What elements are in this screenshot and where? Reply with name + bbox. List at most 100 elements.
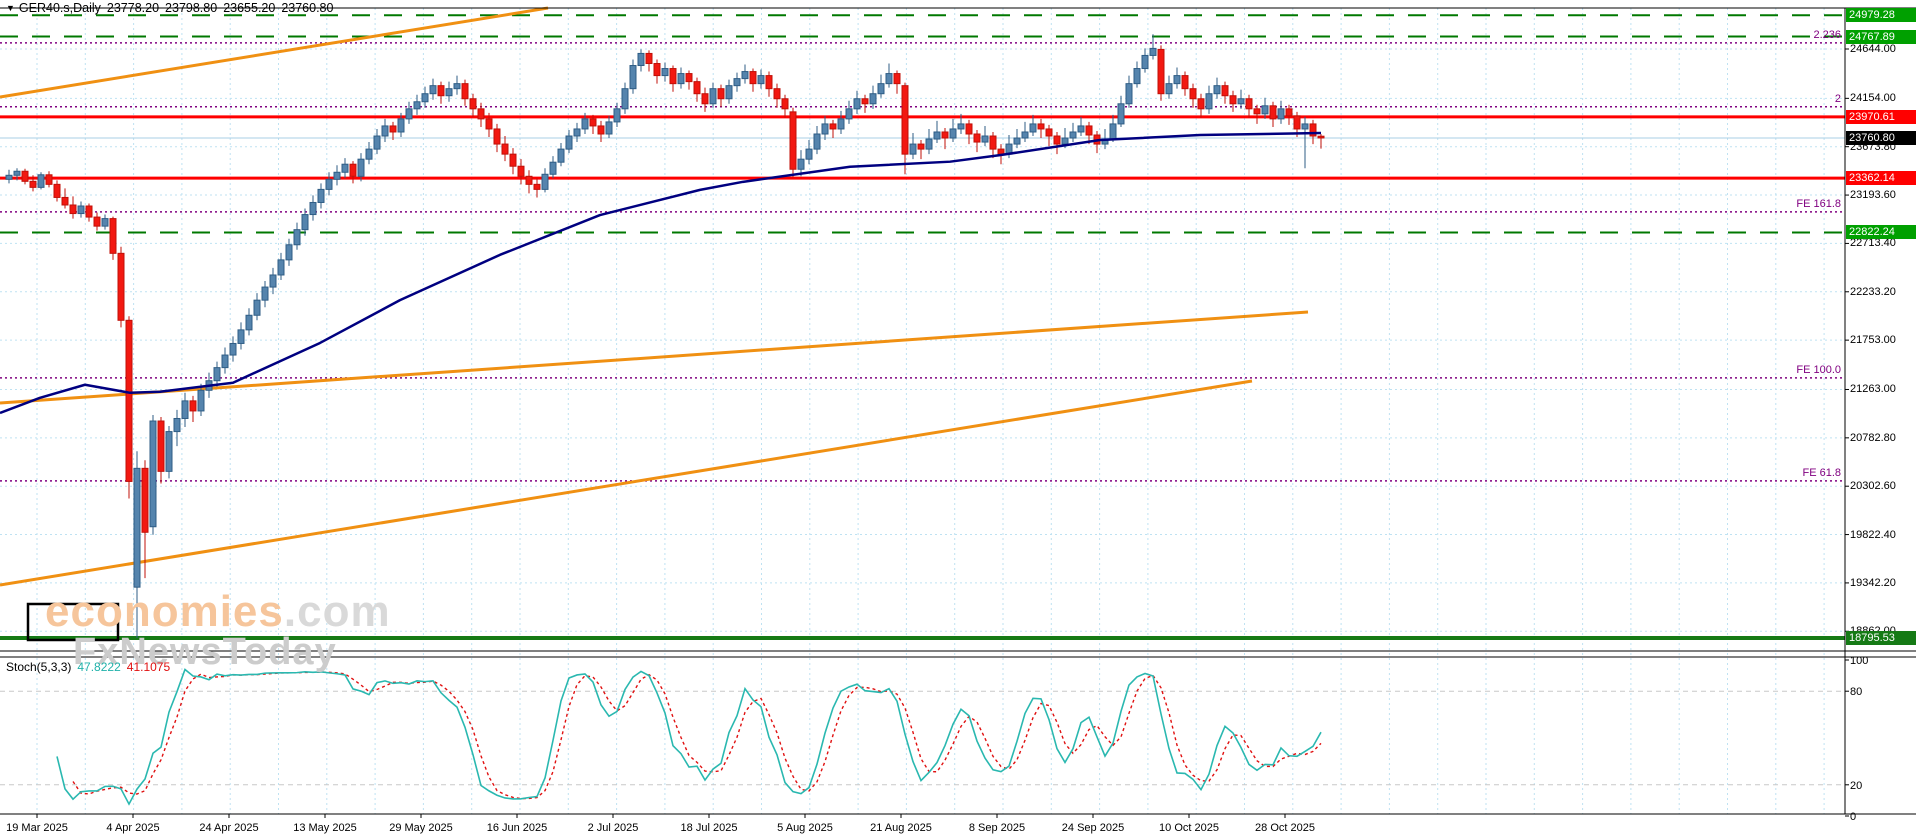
ohlc-high: 23798.80 [165, 1, 218, 15]
bull-candle [213, 367, 221, 382]
bear-candle [1245, 98, 1253, 110]
bull-candle [133, 467, 141, 588]
orange-trendline[interactable] [0, 310, 1309, 405]
bull-candle [933, 131, 941, 140]
symbol-period-label: GER40.s,Daily [18, 1, 101, 15]
bear-candle [989, 135, 997, 150]
bull-candle [37, 174, 45, 188]
bull-candle [1261, 105, 1269, 115]
bull-candle [677, 73, 685, 85]
price-axis-label: 24644.00 [1850, 43, 1896, 55]
price-badge-support-green: 22822.24 [1846, 225, 1916, 240]
date-axis-label: 13 May 2025 [293, 822, 357, 834]
symbol-marker-icon[interactable]: ▼ [6, 3, 15, 13]
bull-candle [709, 88, 717, 105]
bear-candle [917, 143, 925, 150]
bear-candle [29, 180, 37, 188]
bull-candle [1173, 75, 1181, 85]
bear-candle [1037, 123, 1045, 130]
bull-candle [237, 329, 245, 344]
bear-candle [1253, 108, 1261, 115]
bear-candle [461, 83, 469, 100]
price-badge-resistance-red: 23970.61 [1846, 109, 1916, 124]
bear-candle [469, 98, 477, 110]
bull-candle [373, 135, 381, 150]
bear-candle [125, 319, 133, 482]
bull-candle [1117, 103, 1125, 125]
bull-candle [557, 148, 565, 163]
bull-candle [549, 161, 557, 175]
orange-trendline[interactable] [0, 379, 1253, 587]
stochastic-d-value: 41.1075 [126, 660, 171, 674]
bull-candle [285, 244, 293, 261]
bull-candle [821, 123, 829, 135]
ohlc-close: 23760.80 [281, 1, 334, 15]
price-badge-support-red: 23362.14 [1846, 171, 1916, 186]
bull-candle [853, 98, 861, 110]
rectangle-object[interactable] [26, 602, 120, 642]
candles-layer [5, 34, 1325, 639]
bull-candle [1125, 83, 1133, 105]
bear-candle [485, 118, 493, 130]
bull-candle [925, 138, 933, 150]
fib-annotation-label: FE 100.0 [1796, 363, 1841, 376]
bear-candle [765, 75, 773, 90]
fib-annotation-label: 2 [1834, 92, 1841, 105]
price-badge-current-price: 23760.80 [1846, 130, 1916, 145]
stoch-axis-label: 80 [1850, 686, 1863, 699]
bear-candle [893, 73, 901, 85]
bear-candle [437, 85, 445, 97]
bull-candle [813, 133, 821, 150]
bull-candle [5, 174, 13, 180]
bear-candle [1189, 88, 1197, 100]
price-axis-label: 21263.00 [1850, 383, 1896, 396]
bear-candle [1317, 135, 1325, 139]
bear-candle [645, 52, 653, 65]
bear-candle [1053, 135, 1061, 145]
bear-candle [69, 204, 77, 215]
bull-candle [365, 148, 373, 160]
bull-candle [301, 214, 309, 231]
bear-candle [693, 81, 701, 95]
bull-candle [1069, 131, 1077, 139]
bull-candle [261, 286, 269, 301]
date-axis-label: 16 Jun 2025 [486, 822, 548, 834]
bull-candle [357, 158, 365, 177]
bear-candle [1221, 85, 1229, 97]
fib-annotation-label: 2.236 [1813, 28, 1841, 41]
price-axis-label: 23193.60 [1850, 189, 1896, 202]
bull-candle [1165, 83, 1173, 95]
orange-trendline[interactable] [0, 6, 549, 99]
bear-candle [533, 183, 541, 190]
moving-average-line[interactable] [0, 131, 1322, 415]
bull-candle [981, 135, 989, 143]
bull-candle [333, 171, 341, 180]
date-axis-label: 21 Aug 2025 [870, 822, 932, 834]
bull-candle [253, 299, 261, 316]
bear-candle [117, 252, 125, 321]
bull-candle [1149, 47, 1157, 56]
bull-candle [405, 108, 413, 120]
bull-candle [605, 121, 613, 135]
bear-candle [829, 123, 837, 130]
ohlc-open: 23778.20 [106, 1, 160, 15]
bull-candle [621, 88, 629, 110]
price-badge-resistance-green: 24979.28 [1846, 8, 1916, 23]
bull-candle [1205, 93, 1213, 110]
bear-candle [1285, 108, 1293, 117]
bear-candle [1309, 123, 1317, 137]
bull-candle [317, 188, 325, 203]
bull-candle [397, 118, 405, 133]
bear-candle [109, 218, 117, 254]
bear-candle [717, 88, 725, 100]
price-axis-label: 21753.00 [1850, 334, 1896, 347]
bear-candle [1269, 105, 1277, 120]
bull-candle [845, 108, 853, 120]
bull-candle [381, 125, 389, 137]
bear-candle [861, 98, 869, 105]
date-axis-label: 5 Aug 2025 [777, 822, 833, 834]
bull-candle [581, 118, 589, 130]
stoch-k-line[interactable] [56, 668, 1322, 806]
bull-candle [413, 101, 421, 110]
